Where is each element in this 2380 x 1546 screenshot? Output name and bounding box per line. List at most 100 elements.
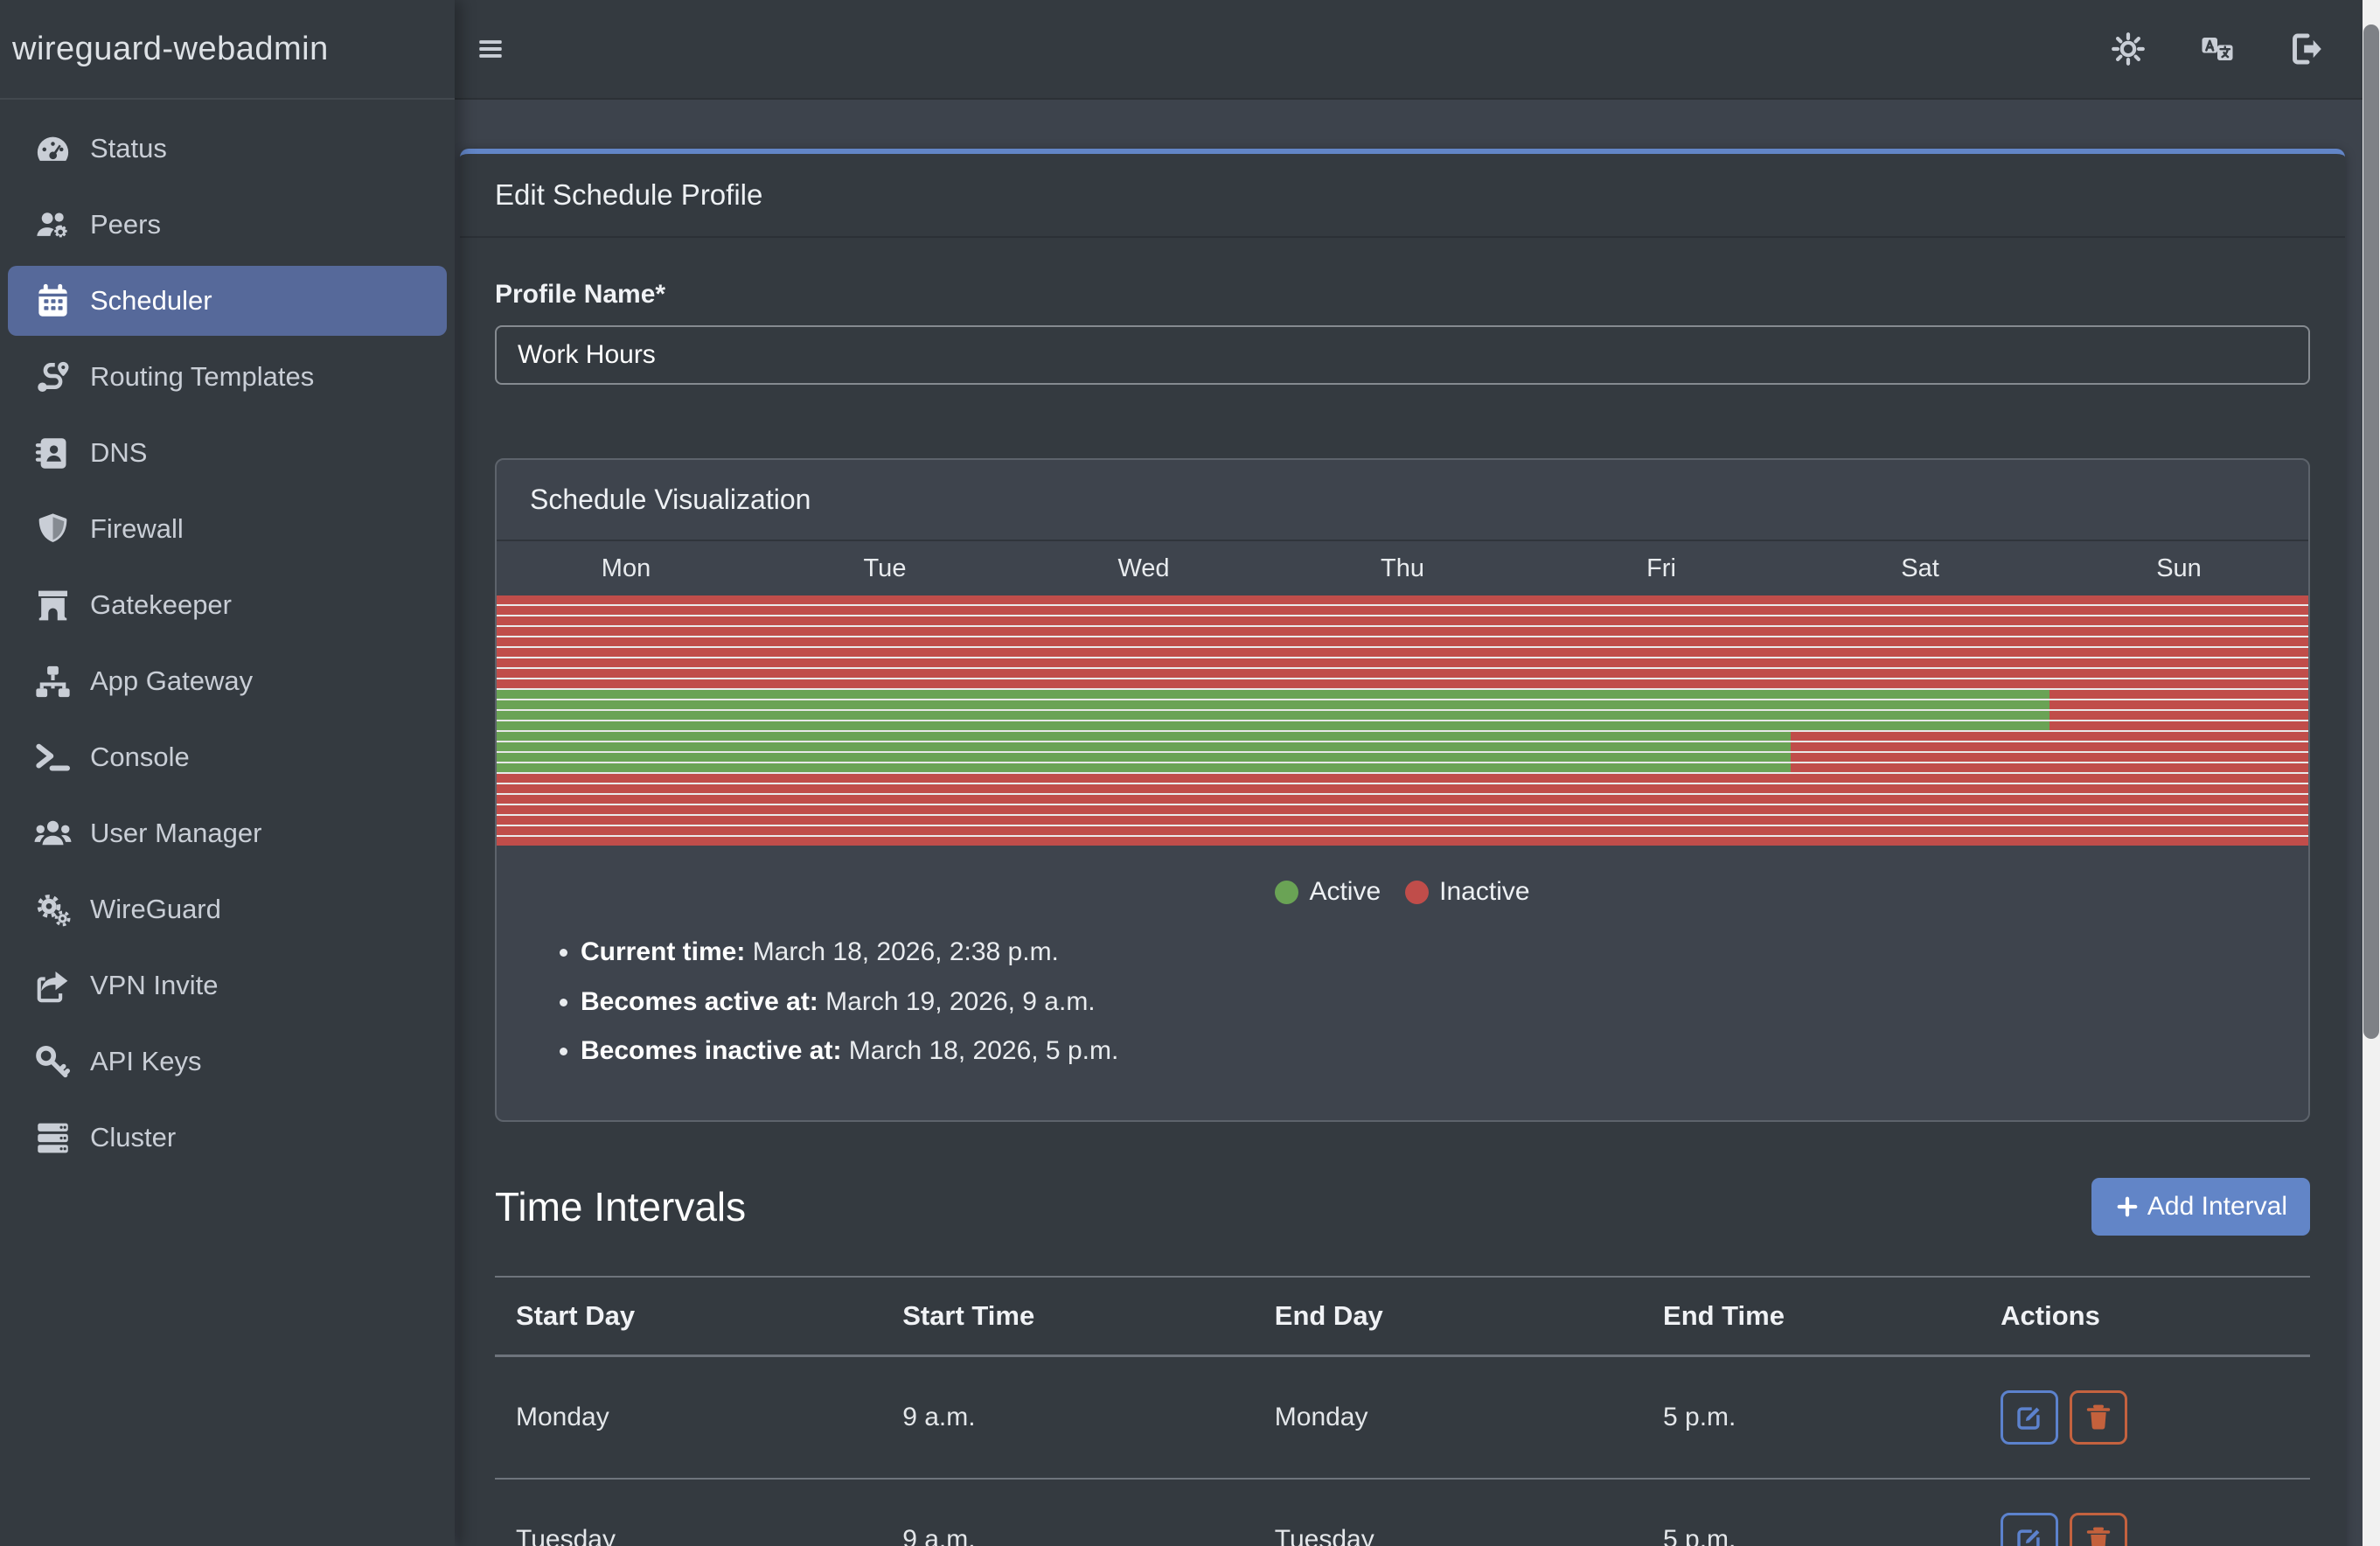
schedule-heatmap [497, 595, 2308, 846]
sidebar-item-dns[interactable]: DNS [8, 418, 447, 488]
plus-icon [2117, 1196, 2138, 1216]
day-label-thu: Thu [1381, 554, 1424, 582]
info-becomes-active-at: Becomes active at: March 19, 2026, 9 a.m… [581, 985, 2308, 1020]
day-label-fri: Fri [1646, 554, 1676, 582]
legend-label-inactive: Inactive [1439, 877, 1530, 906]
cell-start-time: 9 a.m. [881, 1355, 1254, 1480]
edit-interval-button[interactable] [2001, 1512, 2059, 1546]
heatmap-row-hour-5 [497, 648, 2308, 657]
time-intervals-heading: Time Intervals [495, 1183, 747, 1229]
cell-end-time: 5 p.m. [1642, 1478, 1980, 1546]
interval-row-monday: Monday 9 a.m. Monday 5 p.m. [495, 1355, 2310, 1480]
column-header-end-time: End Time [1642, 1276, 1980, 1357]
trash-icon [2083, 1402, 2114, 1433]
heatmap-row-hour-6 [497, 658, 2308, 667]
sidebar-item-status[interactable]: Status [8, 114, 447, 184]
server-icon [29, 1117, 76, 1159]
schedule-visualization-card: Schedule Visualization Mon Tue Wed Thu Fri Sa… [495, 458, 2310, 1122]
card-title: Edit Schedule Profile [460, 154, 2345, 238]
sun-icon [2110, 31, 2147, 67]
heatmap-row-hour-9 [497, 690, 2308, 699]
heatmap-row-hour-13 [497, 732, 2308, 741]
theme-toggle-button[interactable] [2102, 23, 2154, 75]
sidebar-item-wireguard[interactable]: WireGuard [8, 874, 447, 944]
users-icon [29, 812, 76, 854]
content-area: Edit Schedule Profile Profile Name* Sche… [455, 100, 2363, 1546]
card-body: Profile Name* Schedule Visualization Mon… [460, 238, 2345, 1546]
trash-icon [2083, 1524, 2114, 1546]
sidebar-item-cluster[interactable]: Cluster [8, 1103, 447, 1173]
add-interval-button[interactable]: Add Interval [2091, 1177, 2310, 1236]
heatmap-row-hour-14 [497, 742, 2308, 751]
delete-interval-button[interactable] [2070, 1512, 2128, 1546]
day-label-mon: Mon [601, 554, 651, 582]
profile-name-input[interactable] [495, 325, 2310, 385]
cell-start-day: Monday [495, 1355, 882, 1480]
key-icon [29, 1041, 76, 1083]
menu-toggle-button[interactable] [465, 24, 516, 74]
interval-row-tuesday: Tuesday 9 a.m. Tuesday 5 p.m. [495, 1478, 2310, 1546]
heatmap-row-hour-20 [497, 805, 2308, 814]
heatmap-row-hour-16 [497, 763, 2308, 772]
delete-interval-button[interactable] [2070, 1389, 2128, 1445]
day-label-sun: Sun [2156, 554, 2202, 582]
sidebar-item-app-gateway[interactable]: App Gateway [8, 646, 447, 716]
sidebar-item-label: Firewall [90, 513, 184, 544]
language-icon [2199, 31, 2236, 67]
edit-icon [2014, 1402, 2045, 1433]
heatmap-row-hour-18 [497, 784, 2308, 793]
language-button[interactable] [2191, 23, 2244, 75]
gauge-icon [29, 128, 76, 170]
cell-actions [1980, 1355, 2310, 1480]
profile-name-label: Profile Name* [495, 280, 666, 309]
heatmap-row-hour-21 [497, 816, 2308, 825]
sidebar-item-gatekeeper[interactable]: Gatekeeper [8, 570, 447, 640]
sidebar-item-console[interactable]: Console [8, 722, 447, 792]
heatmap-row-hour-7 [497, 669, 2308, 678]
heatmap-row-hour-15 [497, 753, 2308, 762]
sidebar-item-label: Status [90, 133, 167, 164]
sidebar-nav: Status Peers Scheduler Routing Templates DNS… [0, 100, 455, 1173]
archway-icon [29, 584, 76, 626]
sitemap-icon [29, 660, 76, 702]
sidebar-item-api-keys[interactable]: API Keys [8, 1027, 447, 1097]
heatmap-row-hour-11 [497, 711, 2308, 720]
cell-end-day: Tuesday [1253, 1478, 1643, 1546]
sidebar-item-vpn-invite[interactable]: VPN Invite [8, 951, 447, 1020]
sidebar-item-scheduler[interactable]: Scheduler [8, 266, 447, 336]
sidebar-item-peers[interactable]: Peers [8, 190, 447, 260]
heatmap-row-hour-19 [497, 795, 2308, 804]
day-label-wed: Wed [1117, 554, 1170, 582]
edit-interval-button[interactable] [2001, 1389, 2059, 1445]
info-becomes-inactive-at: Becomes inactive at: March 18, 2026, 5 p… [581, 1034, 2308, 1069]
edit-icon [2014, 1524, 2045, 1546]
visualization-title: Schedule Visualization [497, 460, 2308, 541]
terminal-icon [29, 736, 76, 778]
day-label-tue: Tue [863, 554, 907, 582]
logout-button[interactable] [2280, 23, 2333, 75]
heatmap-row-hour-0 [497, 595, 2308, 604]
sidebar-item-firewall[interactable]: Firewall [8, 494, 447, 564]
cell-actions [1980, 1478, 2310, 1546]
sidebar-item-label: DNS [90, 437, 148, 468]
heatmap-row-hour-4 [497, 637, 2308, 646]
sidebar-item-label: App Gateway [90, 665, 254, 696]
route-icon [29, 356, 76, 398]
calendar-icon [29, 280, 76, 322]
schedule-info-list: Current time: March 18, 2026, 2:38 p.m. B… [497, 935, 2308, 1069]
hamburger-icon [479, 40, 502, 58]
topbar [455, 0, 2363, 100]
sidebar: wireguard-webadmin Status Peers Scheduler R… [0, 0, 455, 1546]
sidebar-item-label: Peers [90, 209, 161, 240]
legend-label-active: Active [1309, 877, 1381, 906]
add-interval-label: Add Interval [2147, 1191, 2287, 1221]
sidebar-item-user-manager[interactable]: User Manager [8, 798, 447, 868]
scrollbar-thumb[interactable] [2363, 24, 2379, 1039]
cell-end-day: Monday [1253, 1355, 1643, 1480]
sidebar-item-routing-templates[interactable]: Routing Templates [8, 342, 447, 412]
heatmap-row-hour-17 [497, 774, 2308, 783]
day-label-sat: Sat [1901, 554, 1939, 582]
signout-icon [2288, 31, 2325, 67]
share-icon [29, 965, 76, 1006]
scrollbar[interactable] [2363, 0, 2380, 1546]
